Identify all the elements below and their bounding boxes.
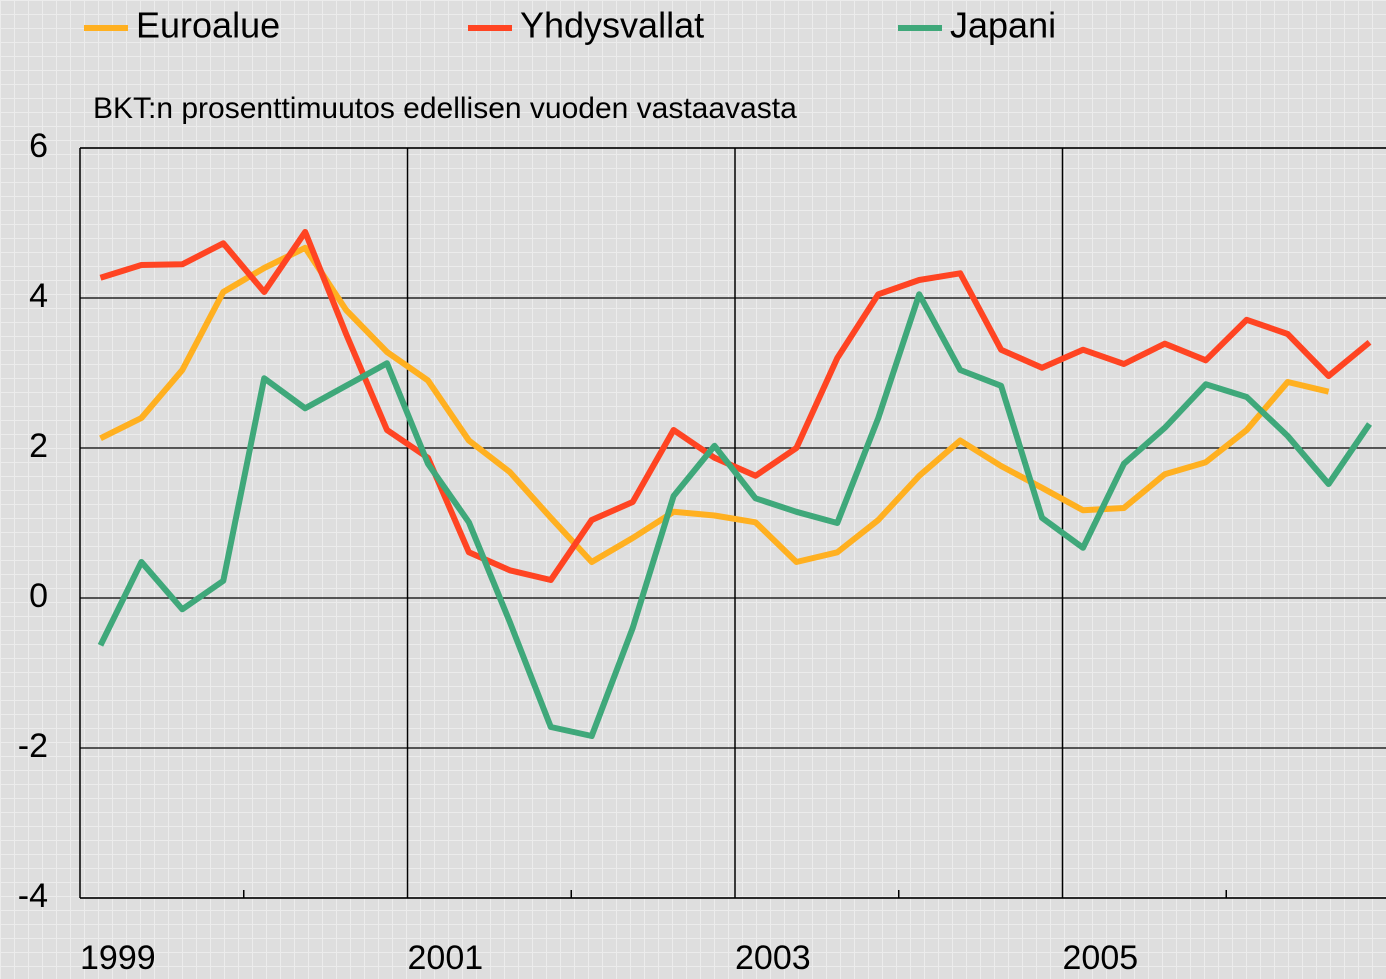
- x-tick-label: 2005: [1063, 939, 1139, 977]
- subtitle: BKT:n prosenttimuutos edellisen vuoden v…: [93, 92, 797, 125]
- x-tick-label: 1999: [80, 939, 156, 977]
- x-tick-label: 2001: [408, 939, 484, 977]
- legend-label: Yhdysvallat: [520, 5, 704, 46]
- x-tick-label: 2003: [735, 939, 811, 977]
- y-tick-label: -4: [18, 877, 48, 915]
- y-tick-label: 6: [29, 127, 48, 165]
- series-line: [99, 244, 1330, 565]
- series-line: [97, 291, 1372, 739]
- series-line: [99, 229, 1372, 583]
- y-tick-label: 0: [29, 577, 48, 615]
- y-tick-label: -2: [18, 727, 48, 765]
- legend-label: Euroalue: [136, 5, 280, 46]
- y-tick-label: 4: [29, 277, 48, 315]
- y-tick-label: 2: [29, 427, 48, 465]
- legend-label: Japani: [950, 5, 1056, 46]
